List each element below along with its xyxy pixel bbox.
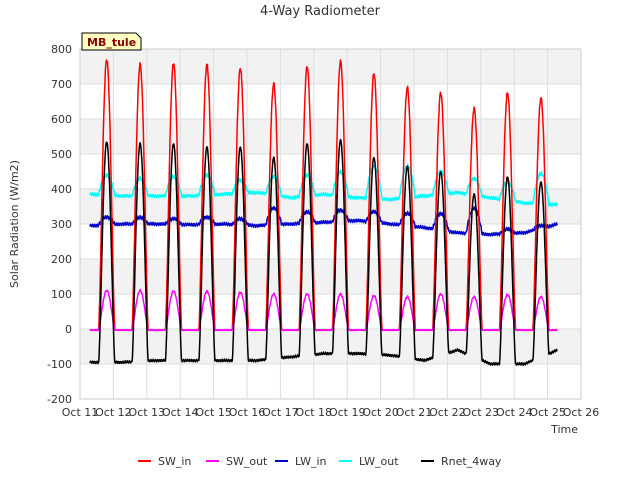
x-tick-label: Oct 14 bbox=[162, 406, 199, 419]
x-tick-label: Oct 24 bbox=[496, 406, 533, 419]
x-tick-label: Oct 20 bbox=[362, 406, 399, 419]
background-bands bbox=[80, 49, 581, 364]
legend-label-lw_out: LW_out bbox=[359, 455, 399, 468]
chart-title: 4-Way Radiometer bbox=[260, 4, 381, 19]
y-tick-label: 100 bbox=[51, 288, 72, 301]
x-tick-label: Oct 23 bbox=[463, 406, 500, 419]
legend-label-rnet_4way: Rnet_4way bbox=[441, 455, 502, 468]
x-tick-label: Oct 11 bbox=[62, 406, 99, 419]
y-tick-label: 700 bbox=[51, 78, 72, 91]
y-axis-ticks: -200 -100 0 100 200 300 400 500 600 700 800 bbox=[47, 43, 72, 406]
legend-label-sw_out: SW_out bbox=[226, 455, 268, 468]
x-tick-label: Oct 12 bbox=[95, 406, 132, 419]
x-tick-label: Oct 22 bbox=[429, 406, 466, 419]
x-tick-label: Oct 17 bbox=[262, 406, 299, 419]
y-tick-label: 400 bbox=[51, 183, 72, 196]
legend: SW_in SW_out LW_in LW_out Rnet_4way bbox=[138, 455, 502, 468]
y-axis-label: Solar Radiation (W/m2) bbox=[8, 160, 21, 288]
series-lines bbox=[89, 59, 559, 367]
y-tick-label: 300 bbox=[51, 218, 72, 231]
x-tick-label: Oct 21 bbox=[396, 406, 433, 419]
legend-label-lw_in: LW_in bbox=[295, 455, 327, 468]
y-tick-label: 800 bbox=[51, 43, 72, 56]
plot-frame bbox=[79, 48, 582, 400]
band bbox=[80, 119, 581, 154]
x-tick-label: Oct 25 bbox=[529, 406, 566, 419]
x-tick-label: Oct 13 bbox=[129, 406, 166, 419]
x-tick-label: Oct 16 bbox=[229, 406, 266, 419]
site-label-background bbox=[81, 32, 142, 51]
band bbox=[80, 329, 581, 364]
y-tick-label: 200 bbox=[51, 253, 72, 266]
y-tick-label: -100 bbox=[47, 358, 72, 371]
series-line-rnet_4way bbox=[89, 138, 559, 367]
y-tick-label: -200 bbox=[47, 393, 72, 406]
y-tick-label: 500 bbox=[51, 148, 72, 161]
y-tick-label: 0 bbox=[65, 323, 72, 336]
x-tick-label: Oct 18 bbox=[296, 406, 333, 419]
x-axis-label: Time bbox=[550, 423, 578, 436]
y-tick-label: 600 bbox=[51, 113, 72, 126]
site-label: MB_tule bbox=[87, 36, 136, 49]
x-tick-label: Oct 19 bbox=[329, 406, 366, 419]
band bbox=[80, 259, 581, 294]
site-label-box: MB_tule bbox=[81, 32, 142, 51]
x-tick-label: Oct 15 bbox=[195, 406, 232, 419]
legend-label-sw_in: SW_in bbox=[158, 455, 191, 468]
band bbox=[80, 49, 581, 84]
series-line-sw_out bbox=[89, 288, 559, 332]
series-line-lw_out bbox=[89, 163, 559, 207]
x-tick-label: Oct 26 bbox=[563, 406, 600, 419]
